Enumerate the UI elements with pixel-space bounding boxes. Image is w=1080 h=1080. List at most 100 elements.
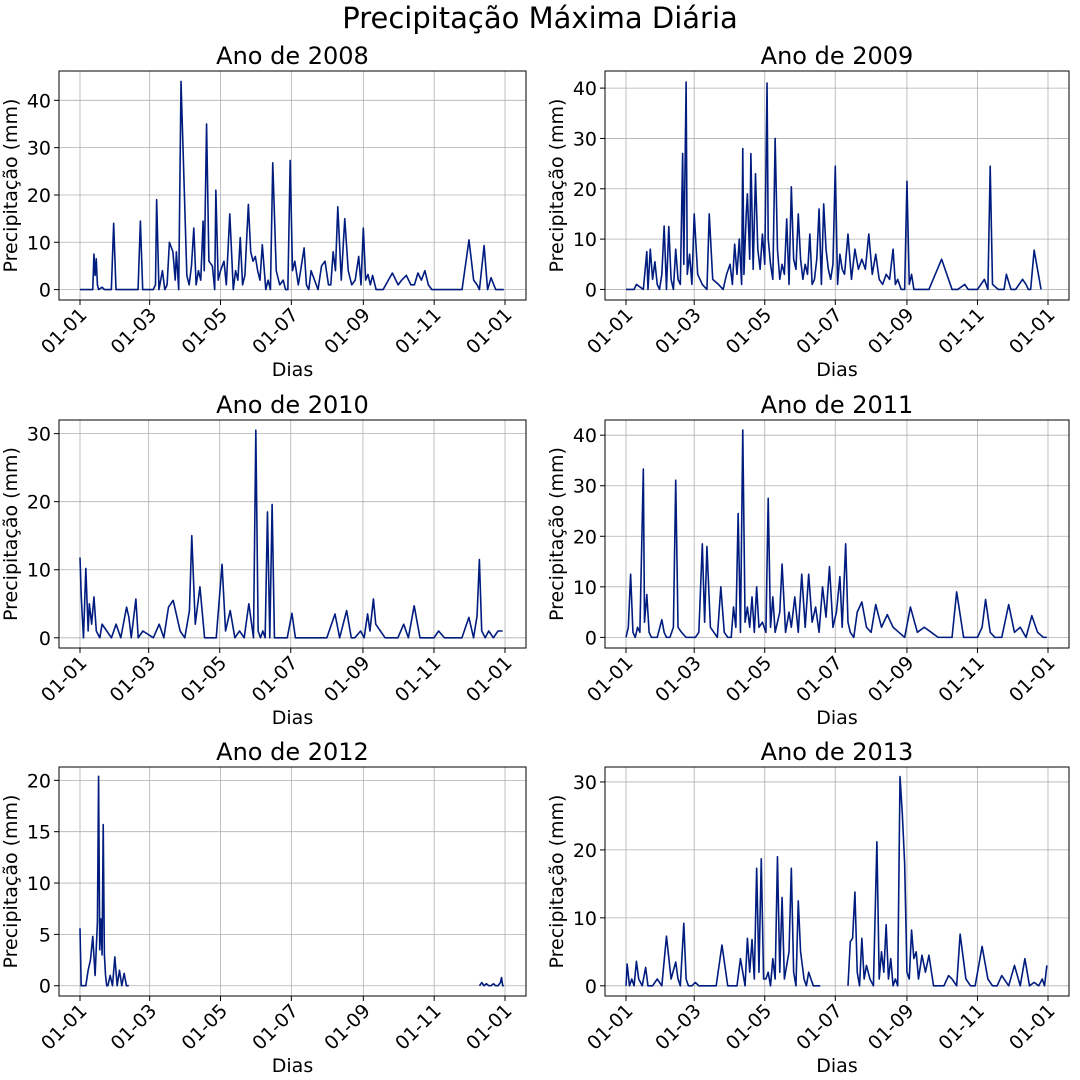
y-axis-label: Precipitação (mm) xyxy=(0,447,22,621)
x-tick-label: 01-09 xyxy=(320,1000,375,1055)
y-tick-label: 30 xyxy=(573,476,597,498)
x-tick-label: 01-01 xyxy=(1005,652,1060,707)
x-tick-label: 01-03 xyxy=(651,652,706,707)
y-tick-label: 0 xyxy=(39,280,51,302)
x-tick-label: 01-05 xyxy=(177,304,232,359)
x-tick-label: 01-01 xyxy=(583,304,638,359)
x-axis-label: Dias xyxy=(816,1055,857,1077)
y-tick-label: 10 xyxy=(573,229,597,251)
x-tick-label: 01-05 xyxy=(722,304,777,359)
x-tick-label: 01-11 xyxy=(391,652,446,707)
x-tick-label: 01-01 xyxy=(462,1000,517,1055)
y-tick-label: 10 xyxy=(573,908,597,930)
x-tick-label: 01-03 xyxy=(107,304,162,359)
x-tick-label: 01-07 xyxy=(792,304,847,359)
axes-frame xyxy=(58,766,527,997)
axes-frame xyxy=(58,419,527,649)
y-tick-label: 30 xyxy=(27,138,51,160)
y-tick-label: 30 xyxy=(27,424,51,446)
series-line xyxy=(79,429,503,639)
y-tick-label: 20 xyxy=(573,179,597,201)
y-tick-label: 0 xyxy=(39,628,51,650)
x-tick-label: 01-01 xyxy=(583,1000,638,1055)
subplot-title: Ano de 2012 xyxy=(216,738,369,766)
x-tick-label: 01-11 xyxy=(391,1000,446,1055)
subplot-title: Ano de 2013 xyxy=(761,738,914,766)
x-axis-label: Dias xyxy=(272,359,313,381)
x-tick-label: 01-01 xyxy=(462,652,517,707)
x-axis-label: Dias xyxy=(272,707,313,729)
x-tick-label: 01-05 xyxy=(177,1000,232,1055)
x-axis-label: Dias xyxy=(816,359,857,381)
y-tick-label: 20 xyxy=(573,526,597,548)
x-tick-label: 01-09 xyxy=(320,304,375,359)
axes-frame xyxy=(58,70,527,301)
x-tick-label: 01-01 xyxy=(37,652,92,707)
subplot-title: Ano de 2010 xyxy=(216,391,369,419)
x-tick-label: 01-03 xyxy=(106,652,161,707)
series-line xyxy=(80,80,504,291)
y-tick-label: 40 xyxy=(573,425,597,447)
y-tick-label: 10 xyxy=(573,577,597,599)
x-tick-label: 01-07 xyxy=(792,652,847,707)
x-tick-label: 01-01 xyxy=(1005,1000,1060,1055)
y-tick-label: 10 xyxy=(27,560,51,582)
subplot-2012: 0 5 10 15 20 01-01 01-03 01-05 01-07 01-09 01-11 01… xyxy=(0,738,527,1077)
y-axis-label: Precipitação (mm) xyxy=(546,447,568,621)
y-tick-label: 40 xyxy=(27,90,51,112)
x-tick-label: 01-09 xyxy=(864,652,919,707)
subplot-title: Ano de 2009 xyxy=(761,42,914,70)
y-tick-label: 40 xyxy=(573,78,597,100)
figure-title: Precipitação Máxima Diária xyxy=(342,1,738,35)
x-tick-label: 01-01 xyxy=(37,304,92,359)
x-tick-label: 01-05 xyxy=(722,652,777,707)
x-tick-label: 01-05 xyxy=(722,1000,777,1055)
axes-frame xyxy=(604,70,1070,301)
x-tick-label: 01-09 xyxy=(864,304,919,359)
y-tick-label: 20 xyxy=(27,770,51,792)
x-tick-label: 01-11 xyxy=(391,304,446,359)
x-axis-label: Dias xyxy=(816,707,857,729)
x-tick-label: 01-01 xyxy=(37,1000,92,1055)
x-tick-label: 01-01 xyxy=(462,304,517,359)
x-tick-label: 01-03 xyxy=(651,304,706,359)
x-tick-label: 01-07 xyxy=(792,1000,847,1055)
x-tick-label: 01-07 xyxy=(248,304,303,359)
subplot-title: Ano de 2011 xyxy=(761,391,914,419)
x-axis-label: Dias xyxy=(272,1055,313,1077)
y-tick-label: 0 xyxy=(585,279,597,301)
y-axis-label: Precipitação (mm) xyxy=(546,795,568,969)
subplot-2008: 0 10 20 30 40 01-01 01-03 01-05 01-07 01-09 01-11 0… xyxy=(0,42,527,381)
series-line xyxy=(625,429,1047,639)
x-tick-label: 01-03 xyxy=(107,1000,162,1055)
x-tick-label: 01-09 xyxy=(320,652,375,707)
x-tick-label: 01-03 xyxy=(651,1000,706,1055)
y-tick-label: 15 xyxy=(27,822,51,844)
subplot-2010: 0 10 20 30 01-01 01-03 01-05 01-07 01-09 01-11 01-… xyxy=(0,391,527,729)
axes-frame xyxy=(604,766,1070,997)
x-tick-label: 01-11 xyxy=(934,304,989,359)
series-line xyxy=(626,81,1042,291)
y-tick-label: 30 xyxy=(573,128,597,150)
x-tick-label: 01-07 xyxy=(248,1000,303,1055)
y-tick-label: 30 xyxy=(573,772,597,794)
y-axis-label: Precipitação (mm) xyxy=(0,795,22,969)
series-line xyxy=(478,976,504,987)
x-tick-label: 01-11 xyxy=(934,1000,989,1055)
axes-frame xyxy=(604,419,1070,649)
y-tick-label: 10 xyxy=(27,232,51,254)
y-tick-label: 20 xyxy=(27,492,51,514)
y-tick-label: 10 xyxy=(27,873,51,895)
x-tick-label: 01-05 xyxy=(177,652,232,707)
x-tick-label: 01-07 xyxy=(248,652,303,707)
y-tick-label: 0 xyxy=(585,627,597,649)
series-line xyxy=(625,855,821,987)
y-tick-label: 5 xyxy=(39,924,51,946)
y-tick-label: 20 xyxy=(27,185,51,207)
y-tick-label: 0 xyxy=(585,976,597,998)
